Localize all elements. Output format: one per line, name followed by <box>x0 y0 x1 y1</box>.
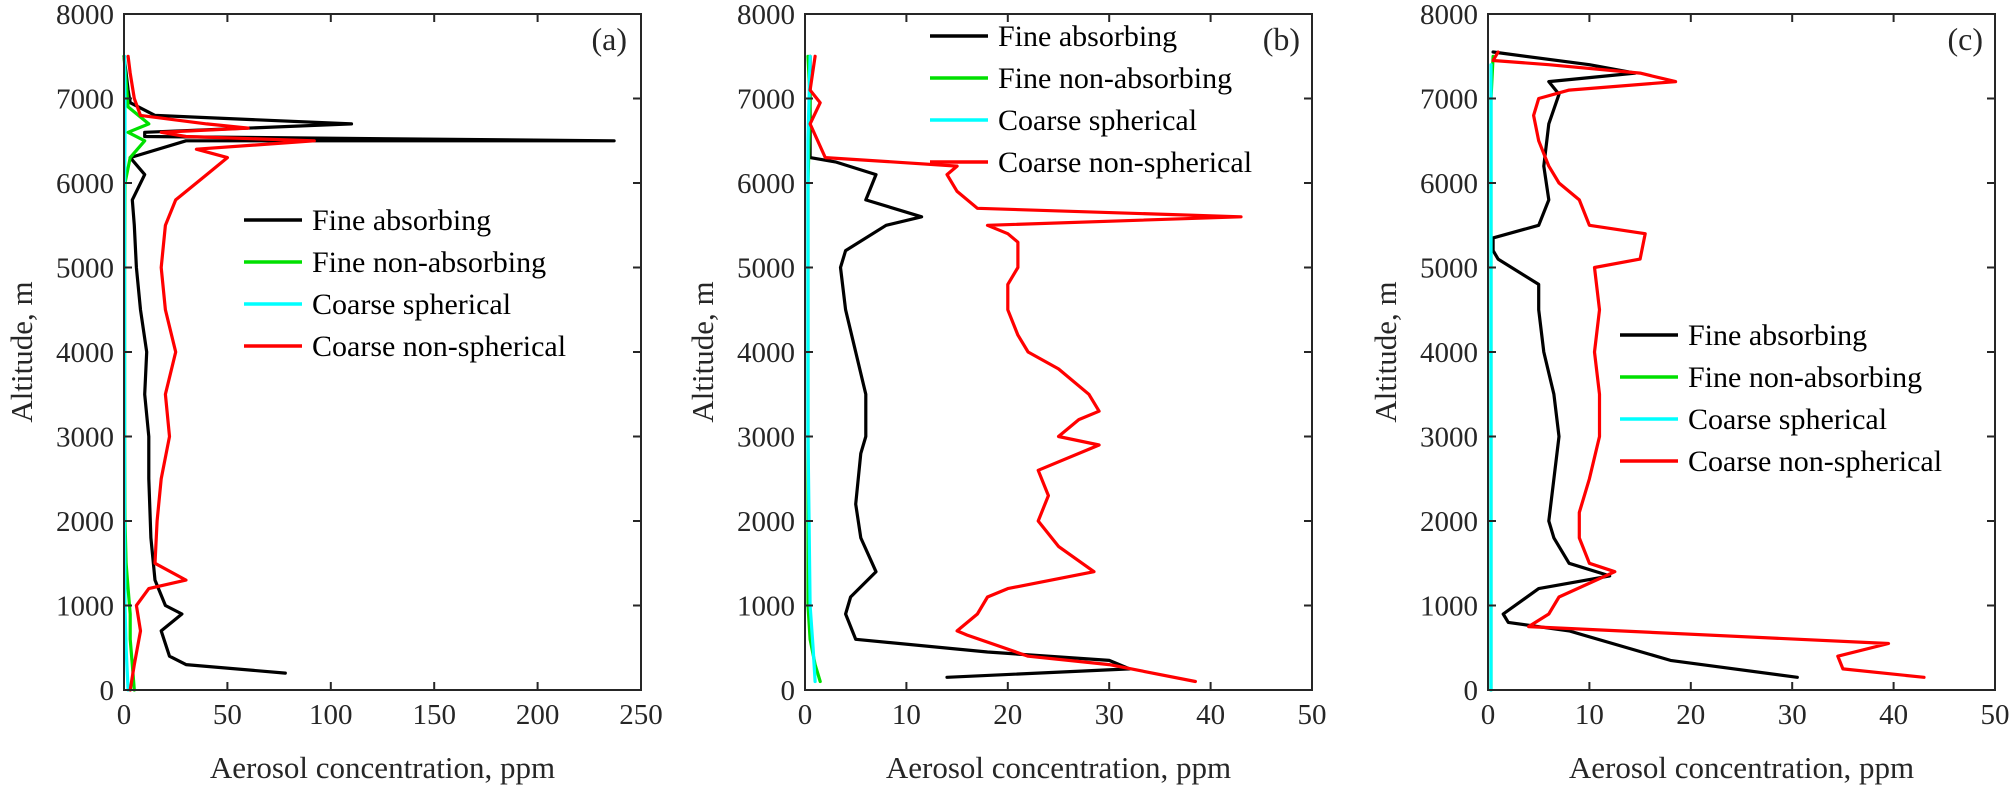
series-line-coarse-non-spherical <box>126 54 316 692</box>
legend-label: Coarse spherical <box>998 104 1197 137</box>
legend-label: Fine non-absorbing <box>998 62 1232 95</box>
y-tick-label: 7000 <box>56 84 114 116</box>
y-tick-label: 4000 <box>56 337 114 369</box>
legend-label: Coarse spherical <box>312 288 511 321</box>
y-tick-label: 8000 <box>737 0 795 31</box>
x-tick-label: 0 <box>1481 699 1496 731</box>
y-tick-label: 1000 <box>737 591 795 623</box>
y-axis-label: Altitude, m <box>1368 281 1403 422</box>
panel-label: (b) <box>1263 21 1300 57</box>
y-tick-label: 6000 <box>1420 168 1478 200</box>
y-tick-label: 3000 <box>56 422 114 454</box>
x-tick-label: 100 <box>309 699 353 731</box>
y-tick-label: 8000 <box>56 0 114 31</box>
legend-label: Fine absorbing <box>998 20 1177 53</box>
chart-panel-3: 0 10 20 30 40 50 0 1000 2000 3000 4000 5000 6000 7000… <box>1368 0 2010 785</box>
series-line-fine-absorbing <box>1491 50 1799 679</box>
panel-label: (a) <box>591 21 627 57</box>
y-axis-label: Altitude, m <box>685 281 720 422</box>
x-tick-label: 20 <box>1676 699 1705 731</box>
x-tick-label: 40 <box>1196 699 1225 731</box>
x-axis-label: Aerosol concentration, ppm <box>1569 750 1914 785</box>
y-tick-label: 2000 <box>56 506 114 538</box>
y-tick-label: 6000 <box>56 168 114 200</box>
y-tick-label: 1000 <box>1420 591 1478 623</box>
x-tick-label: 50 <box>213 699 242 731</box>
x-tick-label: 250 <box>619 699 663 731</box>
legend-label: Coarse non-spherical <box>998 146 1252 179</box>
series-line-coarse-non-spherical <box>1491 50 1926 679</box>
y-tick-label: 3000 <box>1420 422 1478 454</box>
x-tick-label: 50 <box>1981 699 2010 731</box>
y-tick-label: 0 <box>1464 675 1479 707</box>
series-line-fine-absorbing <box>808 54 1132 679</box>
legend-label: Fine absorbing <box>312 204 491 237</box>
y-tick-label: 3000 <box>737 422 795 454</box>
legend-label: Fine non-absorbing <box>312 246 546 279</box>
legend-label: Coarse non-spherical <box>1688 445 1942 478</box>
y-tick-label: 1000 <box>56 591 114 623</box>
chart-panel-1: 0 50 100 150 200 250 0 1000 2000 3000 4000 5000 6000… <box>4 0 663 785</box>
series-line-fine-absorbing <box>122 54 616 675</box>
legend-label: Coarse spherical <box>1688 403 1887 436</box>
x-axis-label: Aerosol concentration, ppm <box>210 750 555 785</box>
y-axis-label: Altitude, m <box>4 281 39 422</box>
panel-label: (c) <box>1947 21 1983 57</box>
legend: Fine absorbing Fine non-absorbing Coarse s… <box>930 20 1252 179</box>
series-line-coarse-non-spherical <box>808 54 1243 684</box>
y-tick-label: 4000 <box>737 337 795 369</box>
x-tick-label: 40 <box>1879 699 1908 731</box>
y-tick-label: 5000 <box>737 253 795 285</box>
chart-panel-2: 0 10 20 30 40 50 0 1000 2000 3000 4000 5000 6000 7000… <box>685 0 1327 785</box>
y-tick-label: 0 <box>100 675 115 707</box>
y-tick-label: 7000 <box>1420 84 1478 116</box>
x-axis-label: Aerosol concentration, ppm <box>886 750 1231 785</box>
legend-label: Coarse non-spherical <box>312 330 566 363</box>
y-tick-label: 5000 <box>1420 253 1478 285</box>
y-tick-label: 7000 <box>737 84 795 116</box>
x-tick-label: 200 <box>516 699 560 731</box>
x-tick-label: 0 <box>117 699 132 731</box>
y-tick-label: 4000 <box>1420 337 1478 369</box>
y-tick-label: 5000 <box>56 253 114 285</box>
x-tick-label: 20 <box>993 699 1022 731</box>
x-tick-label: 10 <box>1575 699 1604 731</box>
legend: Fine absorbing Fine non-absorbing Coarse s… <box>244 204 566 363</box>
y-tick-label: 8000 <box>1420 0 1478 31</box>
legend-label: Fine absorbing <box>1688 319 1867 352</box>
x-tick-label: 50 <box>1298 699 1327 731</box>
y-tick-label: 2000 <box>737 506 795 538</box>
x-tick-label: 30 <box>1095 699 1124 731</box>
x-tick-label: 150 <box>412 699 456 731</box>
x-tick-label: 0 <box>798 699 813 731</box>
y-tick-label: 2000 <box>1420 506 1478 538</box>
x-tick-label: 30 <box>1778 699 1807 731</box>
legend: Fine absorbing Fine non-absorbing Coarse s… <box>1620 319 1942 478</box>
legend-label: Fine non-absorbing <box>1688 361 1922 394</box>
x-tick-label: 10 <box>892 699 921 731</box>
y-tick-label: 0 <box>781 675 796 707</box>
axes-box <box>1487 13 1996 691</box>
y-tick-label: 6000 <box>737 168 795 200</box>
